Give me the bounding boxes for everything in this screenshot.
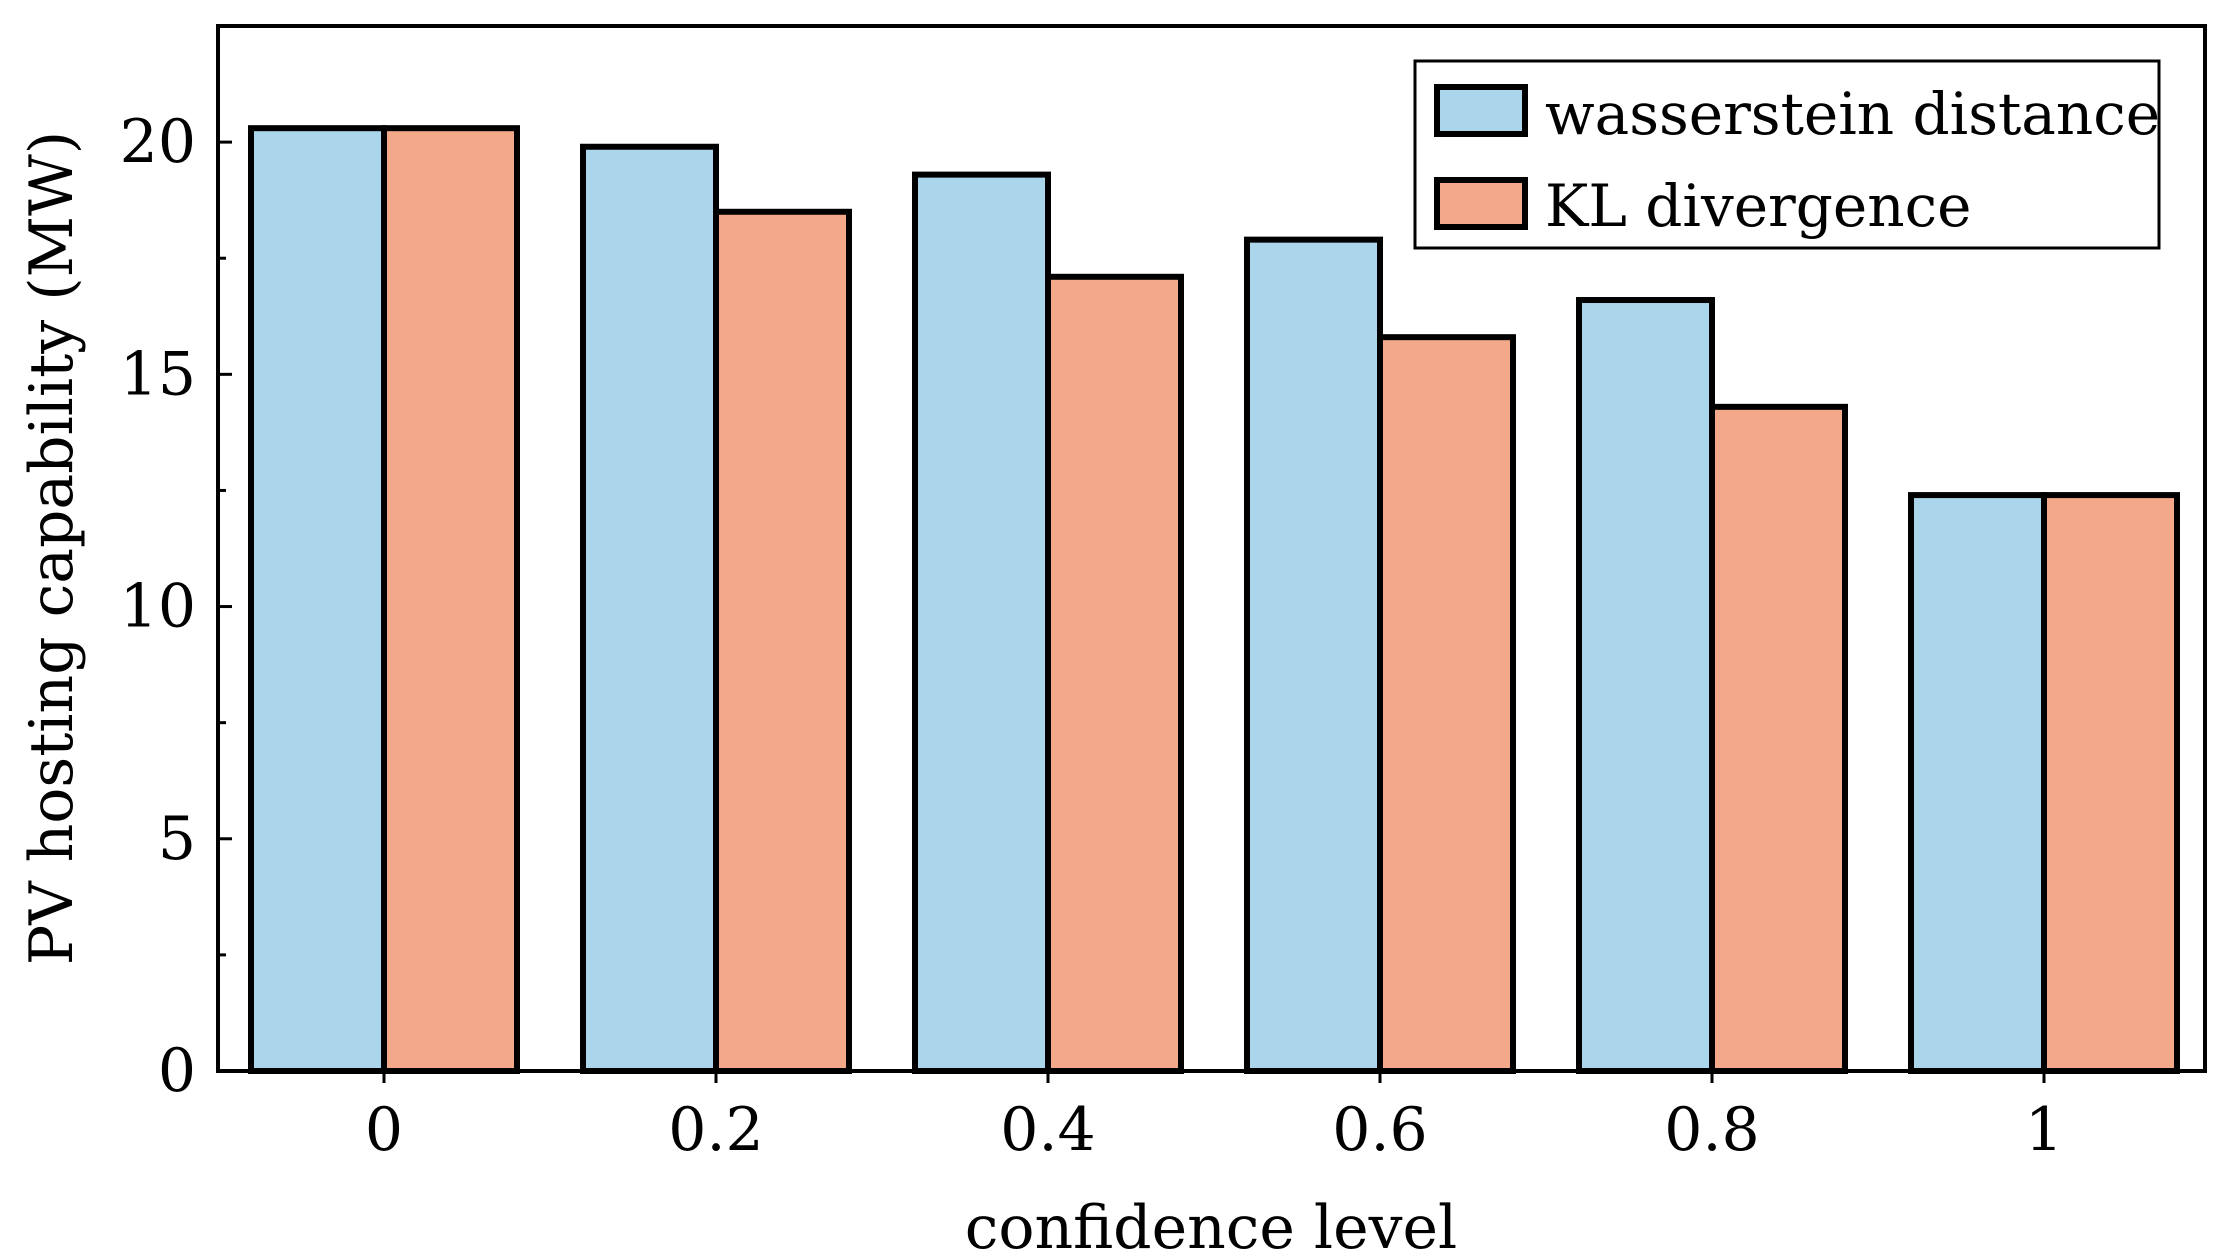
- x-tick-label: 0.8: [1664, 1095, 1759, 1165]
- x-axis-title: confidence level: [965, 1193, 1457, 1260]
- bar-wasserstein-0.6: [1244, 236, 1383, 1074]
- bar-wasserstein-0.2: [580, 143, 719, 1074]
- x-tick-label: 0.4: [1000, 1095, 1095, 1165]
- legend: wasserstein distance KL divergence: [1413, 59, 2161, 250]
- legend-box: [1413, 59, 2161, 250]
- bar-wasserstein-0.4: [912, 171, 1051, 1075]
- bars-layer: [248, 125, 2180, 1075]
- bar-kl-1: [2041, 492, 2180, 1075]
- bar-kl-0.6: [1377, 334, 1516, 1074]
- x-tick-label: 1: [2025, 1095, 2063, 1165]
- y-tick-label: 10: [120, 572, 196, 642]
- bar-kl-0: [381, 125, 520, 1074]
- legend-swatch-kl: [1434, 177, 1528, 230]
- bar-wasserstein-1: [1908, 492, 2047, 1075]
- bar-wasserstein-0.8: [1576, 297, 1715, 1074]
- y-tick-label: 0: [158, 1036, 196, 1106]
- x-tick-label: 0.6: [1332, 1095, 1427, 1165]
- bar-kl-0.2: [713, 208, 852, 1074]
- y-tick-label: 15: [120, 339, 196, 409]
- legend-label-kl: KL divergence: [1545, 172, 1971, 240]
- y-axis-title: PV hosting capability (MW): [17, 131, 87, 965]
- legend-label-wasserstein: wasserstein distance: [1545, 80, 2160, 148]
- y-tick-label: 5: [158, 804, 196, 874]
- x-tick-label: 0: [365, 1095, 403, 1165]
- bar-kl-0.8: [1709, 403, 1848, 1075]
- x-tick-label: 0.2: [668, 1095, 763, 1165]
- legend-swatch-wasserstein: [1434, 84, 1528, 137]
- plot-frame: [216, 24, 2207, 1073]
- y-tick-label: 20: [120, 107, 196, 177]
- bar-kl-0.4: [1045, 273, 1184, 1074]
- bar-wasserstein-0: [248, 125, 387, 1074]
